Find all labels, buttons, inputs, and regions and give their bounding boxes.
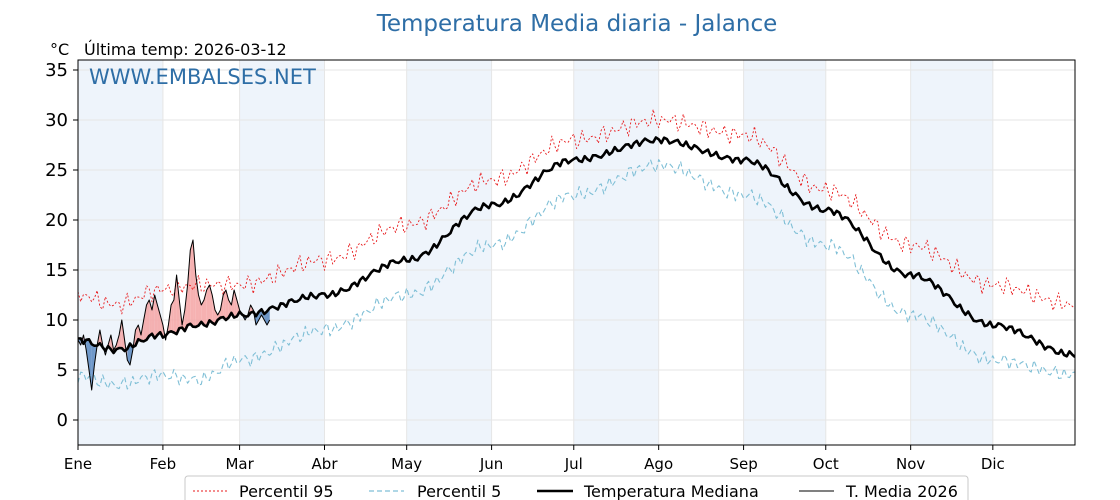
y-tick-label: 20 [45,210,68,231]
y-tick-label: 15 [45,260,68,281]
y-axis: 0 5 10 15 20 25 30 35 [45,60,78,431]
x-tick-label: Feb [150,455,177,473]
x-tick-label: Dic [981,455,1005,473]
legend-frame [184,475,969,500]
fill-above-median [195,275,199,327]
unit-label: °C [50,40,69,59]
fill-above-median [176,275,180,335]
legend-label-p5: Percentil 5 [417,482,501,500]
fill-above-median [157,305,161,335]
chart-title: Temperatura Media diaria - Jalance [376,11,778,37]
series-lines [78,108,1075,391]
x-tick-label: Abr [312,455,339,473]
month-shade-0 [78,60,163,445]
x-tick-label: Jun [479,455,503,473]
fill-above-median [184,285,188,332]
month-shade-1 [239,60,325,445]
fill-above-median [223,290,226,320]
x-tick-label: Ago [644,455,673,473]
fill-above-median [151,295,155,339]
month-shade-5 [910,60,993,445]
x-tick-label: May [391,455,422,473]
fill-above-median [154,295,158,339]
fill-above-median [193,240,196,327]
fill-above-median [171,300,174,333]
x-tick-label: Oct [813,455,839,473]
line-temperatura-mediana [78,136,1075,358]
line-percentil-5 [78,159,1075,390]
y-tick-label: 25 [45,160,68,181]
fill-below-median [88,339,92,390]
fill-above-median [146,300,150,340]
fill-above-median [209,285,213,323]
fill-above-median [201,300,204,326]
x-axis: Ene Feb Mar Abr May Jun Jul Ago Sep Oct Nov Dic [64,445,1005,473]
x-tick-label: Jul [564,455,583,473]
legend-label-median: Temperatura Mediana [583,482,759,500]
legend-label-p95: Percentil 95 [239,482,334,500]
fill-above-median [190,240,194,327]
y-tick-label: 5 [57,360,68,381]
watermark: WWW.EMBALSES.NET [89,65,316,89]
fill-above-median [143,305,147,342]
fill-above-median [231,290,235,318]
fill-above-median [206,285,210,327]
fill-above-median [234,290,237,318]
y-tick-label: 0 [57,410,68,431]
month-shade-2 [406,60,492,445]
month-shade-4 [743,60,826,445]
y-tick-label: 35 [45,60,68,81]
month-shade-3 [573,60,659,445]
legend: Percentil 95 Percentil 5 Temperatura Med… [184,475,969,500]
y-tick-label: 10 [45,310,68,331]
fill-above-median [173,275,177,335]
line-t-media-2026 [78,239,271,391]
x-tick-label: Nov [896,455,925,473]
x-tick-label: Sep [729,455,757,473]
x-tick-label: Mar [225,455,254,473]
line-percentil-95 [78,108,1075,315]
grid [77,60,1075,445]
fill-above-median [187,250,191,326]
y-tick-label: 30 [45,110,68,131]
x-tick-label: Ene [64,455,92,473]
plot-frame [77,59,1076,446]
month-shading [78,60,993,445]
fill-above-median [212,295,215,325]
fill-below-median [91,344,95,390]
last-temp-label: Última temp: 2026-03-12 [84,40,287,59]
fill-above-median [119,320,122,349]
legend-label-current: T. Media 2026 [845,482,958,500]
